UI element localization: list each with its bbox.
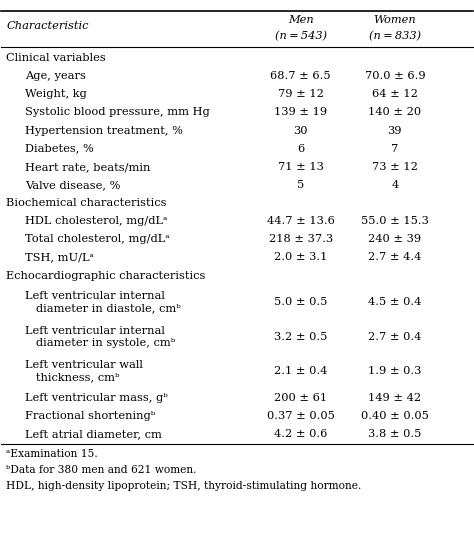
- Text: 3.8 ± 0.5: 3.8 ± 0.5: [368, 429, 421, 439]
- Text: 140 ± 20: 140 ± 20: [368, 108, 421, 118]
- Text: HDL cholesterol, mg/dLᵃ: HDL cholesterol, mg/dLᵃ: [25, 216, 167, 226]
- Text: Weight, kg: Weight, kg: [25, 89, 87, 99]
- Text: Heart rate, beats/min: Heart rate, beats/min: [25, 162, 150, 172]
- Text: 240 ± 39: 240 ± 39: [368, 235, 421, 245]
- Text: Left ventricular wall
   thickness, cmᵇ: Left ventricular wall thickness, cmᵇ: [25, 360, 143, 382]
- Text: Men: Men: [288, 15, 313, 25]
- Text: TSH, mU/Lᵃ: TSH, mU/Lᵃ: [25, 252, 94, 262]
- Text: 139 ± 19: 139 ± 19: [274, 108, 327, 118]
- Text: 44.7 ± 13.6: 44.7 ± 13.6: [267, 216, 335, 226]
- Text: Total cholesterol, mg/dLᵃ: Total cholesterol, mg/dLᵃ: [25, 235, 170, 245]
- Text: 4: 4: [391, 180, 399, 190]
- Text: 0.37 ± 0.05: 0.37 ± 0.05: [267, 411, 335, 421]
- Text: 71 ± 13: 71 ± 13: [278, 162, 324, 172]
- Text: 2.1 ± 0.4: 2.1 ± 0.4: [274, 366, 328, 376]
- Text: 6: 6: [297, 144, 304, 153]
- Text: Left ventricular mass, gᵇ: Left ventricular mass, gᵇ: [25, 392, 168, 402]
- Text: 149 ± 42: 149 ± 42: [368, 392, 421, 402]
- Text: 79 ± 12: 79 ± 12: [278, 89, 324, 99]
- Text: 7: 7: [391, 144, 399, 153]
- Text: Diabetes, %: Diabetes, %: [25, 144, 94, 153]
- Text: 2.7 ± 4.4: 2.7 ± 4.4: [368, 252, 421, 262]
- Text: 2.7 ± 0.4: 2.7 ± 0.4: [368, 332, 421, 342]
- Text: Characteristic: Characteristic: [6, 21, 89, 31]
- Text: Women: Women: [374, 15, 416, 25]
- Text: Age, years: Age, years: [25, 71, 86, 81]
- Text: 1.9 ± 0.3: 1.9 ± 0.3: [368, 366, 421, 376]
- Text: 5.0 ± 0.5: 5.0 ± 0.5: [274, 297, 328, 307]
- Text: 200 ± 61: 200 ± 61: [274, 392, 327, 402]
- Text: 55.0 ± 15.3: 55.0 ± 15.3: [361, 216, 429, 226]
- Text: Systolic blood pressure, mm Hg: Systolic blood pressure, mm Hg: [25, 108, 210, 118]
- Text: 30: 30: [293, 126, 308, 136]
- Text: Left ventricular internal
   diameter in diastole, cmᵇ: Left ventricular internal diameter in di…: [25, 291, 181, 313]
- Text: 2.0 ± 3.1: 2.0 ± 3.1: [274, 252, 328, 262]
- Text: Echocardiographic characteristics: Echocardiographic characteristics: [6, 270, 205, 280]
- Text: 64 ± 12: 64 ± 12: [372, 89, 418, 99]
- Text: 218 ± 37.3: 218 ± 37.3: [269, 235, 333, 245]
- Text: (n = 543): (n = 543): [274, 30, 327, 41]
- Text: 73 ± 12: 73 ± 12: [372, 162, 418, 172]
- Text: Clinical variables: Clinical variables: [6, 53, 106, 63]
- Text: Hypertension treatment, %: Hypertension treatment, %: [25, 126, 183, 136]
- Text: Valve disease, %: Valve disease, %: [25, 180, 120, 190]
- Text: 4.2 ± 0.6: 4.2 ± 0.6: [274, 429, 328, 439]
- Text: Left ventricular internal
   diameter in systole, cmᵇ: Left ventricular internal diameter in sy…: [25, 326, 175, 348]
- Text: 3.2 ± 0.5: 3.2 ± 0.5: [274, 332, 328, 342]
- Text: ᵇData for 380 men and 621 women.: ᵇData for 380 men and 621 women.: [6, 465, 197, 475]
- Text: 5: 5: [297, 180, 304, 190]
- Text: HDL, high-density lipoprotein; TSH, thyroid-stimulating hormone.: HDL, high-density lipoprotein; TSH, thyr…: [6, 481, 362, 491]
- Text: 0.40 ± 0.05: 0.40 ± 0.05: [361, 411, 429, 421]
- Text: Fractional shorteningᵇ: Fractional shorteningᵇ: [25, 411, 155, 421]
- Text: Biochemical characteristics: Biochemical characteristics: [6, 198, 166, 208]
- Text: (n = 833): (n = 833): [369, 30, 421, 41]
- Text: 39: 39: [388, 126, 402, 136]
- Text: Left atrial diameter, cm: Left atrial diameter, cm: [25, 429, 162, 439]
- Text: 4.5 ± 0.4: 4.5 ± 0.4: [368, 297, 421, 307]
- Text: 70.0 ± 6.9: 70.0 ± 6.9: [365, 71, 425, 81]
- Text: ᵃExamination 15.: ᵃExamination 15.: [6, 449, 98, 459]
- Text: 68.7 ± 6.5: 68.7 ± 6.5: [270, 71, 331, 81]
